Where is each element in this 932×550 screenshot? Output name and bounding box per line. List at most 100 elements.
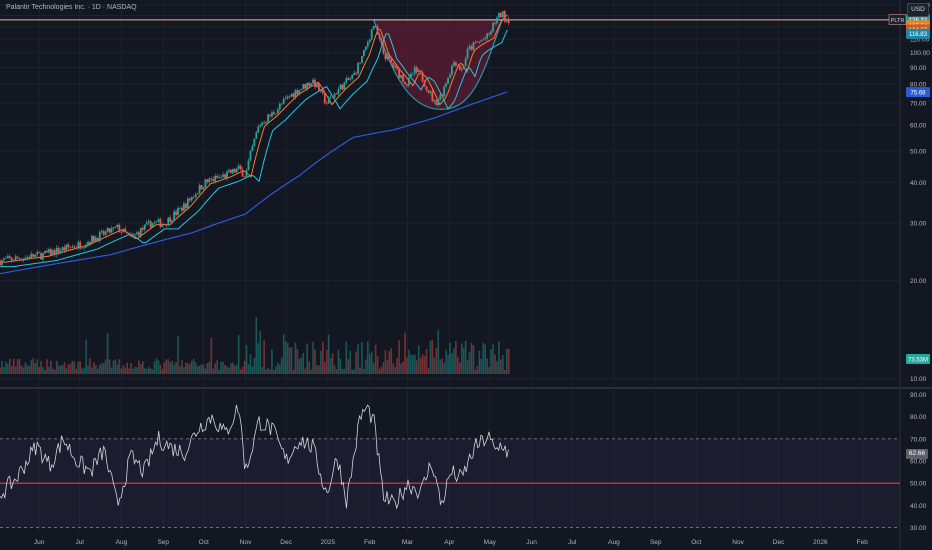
candle-body: [71, 246, 74, 248]
volume-bar: [457, 356, 459, 374]
candle-body: [57, 247, 60, 253]
volume-bar: [480, 358, 483, 374]
candle-body: [149, 221, 152, 228]
time-tick-label: Oct: [199, 539, 209, 546]
candle-body: [341, 84, 344, 90]
price-tick-label: 50.00: [910, 148, 927, 155]
candle-body: [447, 77, 449, 84]
candle-body: [492, 22, 494, 32]
candle-body: [139, 227, 142, 236]
volume-bar: [404, 332, 406, 374]
volume-bar: [503, 369, 506, 374]
candle-body: [437, 99, 440, 105]
candle-body: [210, 178, 213, 180]
candle-body: [261, 122, 264, 126]
candle-body: [79, 242, 82, 249]
volume-bar: [251, 366, 254, 374]
volume-bar: [116, 364, 119, 374]
candle-body: [462, 65, 465, 69]
volume-bar: [196, 365, 199, 374]
candle-body: [308, 82, 311, 87]
rsi-pane: [0, 404, 900, 528]
candle-body: [503, 11, 506, 22]
candle-body: [423, 81, 426, 87]
volume-bar: [453, 348, 455, 374]
candle-body: [136, 232, 138, 234]
candle-body: [496, 17, 498, 24]
volume-bar: [1, 360, 3, 374]
volume-bar: [91, 367, 93, 374]
volume-bar: [67, 364, 70, 374]
candle-body: [196, 193, 199, 195]
candle-body: [312, 79, 314, 84]
volume-bar: [462, 347, 465, 374]
candle-body: [188, 198, 191, 201]
candles: [0, 9, 510, 268]
sma-long-line: [0, 91, 508, 275]
candle-body: [249, 151, 252, 161]
axes: 10.00 20.00 30.00 40.00 50.00 60.00 70.00 80.00…: [34, 2, 930, 546]
candle-body: [255, 132, 258, 139]
volume-bar: [181, 360, 183, 374]
candle-body: [130, 234, 132, 237]
volume-bar: [349, 350, 352, 374]
candle-body: [0, 260, 1, 266]
volume-bar: [97, 368, 99, 374]
candle-body: [417, 70, 420, 73]
volume-bar: [36, 359, 38, 374]
candle-body: [318, 83, 320, 92]
volume-bar: [112, 360, 115, 374]
candle-body: [316, 83, 318, 88]
candle-body: [460, 68, 463, 70]
candle-body: [81, 247, 84, 249]
volume-bar: [286, 343, 289, 374]
candle-body: [359, 62, 361, 64]
candle-body: [319, 89, 322, 92]
volume-bar: [237, 335, 240, 374]
candle-body: [276, 109, 279, 114]
volume-bar: [384, 350, 387, 374]
volume-bar: [81, 368, 83, 374]
volume-bar: [327, 334, 330, 374]
volume-bar: [316, 365, 318, 374]
volume-bar: [331, 353, 334, 374]
volume-bar: [412, 355, 414, 374]
volume-bar: [486, 358, 488, 374]
candle-body: [476, 42, 479, 44]
candle-body: [91, 235, 93, 245]
volume-bar: [423, 356, 426, 374]
candle-body: [46, 250, 48, 253]
volume-bar: [175, 361, 177, 374]
volume-bar: [16, 359, 19, 374]
candle-body: [427, 90, 430, 93]
volume-bar: [50, 360, 52, 374]
volume-bar: [415, 360, 418, 374]
price-tick-label: 70.00: [910, 101, 927, 108]
volume-bar: [132, 368, 134, 374]
volume-bar: [208, 361, 211, 374]
volume-bar: [357, 343, 359, 374]
time-tick-label: Oct: [691, 539, 701, 546]
candle-body: [498, 12, 500, 18]
volume-bar: [335, 369, 338, 374]
candle-body: [233, 168, 236, 173]
candle-body: [220, 176, 222, 178]
candle-body: [413, 67, 416, 74]
volume-bar: [79, 361, 82, 374]
candle-body: [327, 97, 330, 104]
volume-bar: [126, 362, 128, 374]
sma-long-badge: [906, 87, 930, 98]
volume-bar: [20, 365, 23, 374]
volume-bar: [226, 366, 228, 374]
volume-bar: [83, 367, 85, 374]
candle-body: [314, 79, 316, 88]
volume-bar: [155, 358, 158, 374]
volume-bar: [439, 359, 442, 374]
volume-bar: [249, 354, 252, 374]
candle-body: [411, 73, 414, 75]
currency-button[interactable]: USD: [907, 3, 929, 17]
time-tick-label: 2025: [321, 539, 336, 546]
volume-bar: [55, 360, 58, 374]
volume-bar: [406, 357, 408, 374]
